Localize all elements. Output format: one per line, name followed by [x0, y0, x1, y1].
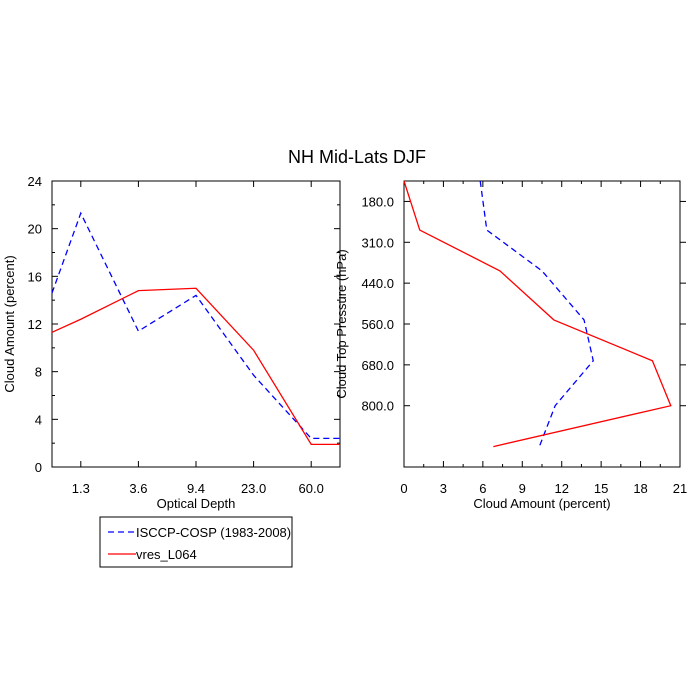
right-panel: 0 3 6 9 12 15 18 21 180.0 310.0 440.0 560.0 680.0 800… [334, 180, 687, 511]
legend-label-vres: vres_L064 [136, 547, 197, 562]
left-x-tick-label: 3.6 [129, 481, 147, 496]
right-x-axis-label: Cloud Amount (percent) [473, 496, 610, 511]
left-plot-frame [51, 180, 341, 468]
right-y-tick-label: 560.0 [361, 317, 394, 332]
left-x-tick-label: 60.0 [299, 481, 324, 496]
left-y-tick-label: 4 [35, 412, 42, 427]
right-y-tick-label: 180.0 [361, 194, 394, 209]
left-y-tick-label: 12 [28, 317, 42, 332]
left-x-tick-label: 9.4 [187, 481, 205, 496]
right-series-line-1 [403, 180, 672, 448]
left-y-tick-label: 8 [35, 365, 42, 380]
right-y-tick-label: 440.0 [361, 276, 394, 291]
legend-label-isccp: ISCCP-COSP (1983-2008) [136, 525, 291, 540]
left-y-tick-label: 16 [28, 269, 42, 284]
right-series-line-0 [479, 180, 594, 447]
right-y-tick-label: 310.0 [361, 235, 394, 250]
right-x-tick-label: 15 [594, 481, 608, 496]
right-x-tick-label: 21 [673, 481, 687, 496]
left-x-tick-label: 1.3 [72, 481, 90, 496]
left-series-line-0 [51, 211, 340, 440]
right-y-tick-label: 800.0 [361, 399, 394, 414]
right-x-tick-label: 9 [519, 481, 526, 496]
left-y-axis-label: Cloud Amount (percent) [2, 255, 17, 392]
right-x-tick-label: 18 [633, 481, 647, 496]
legend: ISCCP-COSP (1983-2008) vres_L064 [99, 516, 293, 568]
left-panel: 0 4 8 12 16 20 24 1.3 3.6 9.4 23.0 60.0 Optical Dept… [2, 174, 341, 511]
right-y-tick-label: 680.0 [361, 358, 394, 373]
left-x-tick-label: 23.0 [241, 481, 266, 496]
left-series-line-1 [51, 287, 340, 446]
left-y-tick-label: 0 [35, 460, 42, 475]
right-y-axis-label: Cloud Top Pressure (hPa) [334, 249, 349, 398]
right-x-tick-label: 12 [554, 481, 568, 496]
chart-title: NH Mid-Lats DJF [288, 147, 426, 167]
left-y-tick-label: 20 [28, 222, 42, 237]
left-x-axis-label: Optical Depth [157, 496, 236, 511]
legend-box [99, 516, 293, 568]
left-y-tick-label: 24 [28, 174, 42, 189]
right-x-tick-label: 0 [400, 481, 407, 496]
right-x-tick-label: 3 [440, 481, 447, 496]
right-plot-frame [403, 180, 681, 468]
right-x-tick-label: 6 [479, 481, 486, 496]
